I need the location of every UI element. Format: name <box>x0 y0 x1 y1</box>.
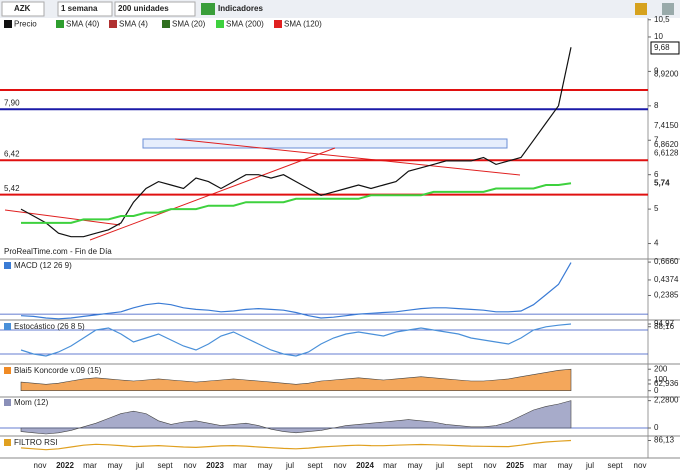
legend-label: SMA (40) <box>66 20 100 29</box>
units[interactable]: 200 unidades <box>118 4 169 13</box>
y-tick-label: 7 <box>654 135 659 144</box>
panel-icon <box>4 367 11 374</box>
legend-swatch <box>56 20 64 28</box>
period[interactable]: 1 semana <box>61 4 98 13</box>
y-tick-label: 0 <box>654 386 659 395</box>
x-tick-label: mar <box>533 461 547 470</box>
panel-icon <box>4 439 11 446</box>
x-tick-label: nov <box>184 461 197 470</box>
alert-icon[interactable] <box>635 3 647 15</box>
x-tick-label: sept <box>607 461 623 470</box>
x-tick-label: mar <box>233 461 247 470</box>
y-tick-label: 0,2385 <box>654 291 679 300</box>
symbol[interactable]: AZK <box>14 4 31 13</box>
x-tick-label: may <box>257 461 272 470</box>
panel-title: Estocástico (26 8 5) <box>14 322 85 331</box>
y-tick-label: 200 <box>654 364 668 373</box>
y-tick-label: 0,6660 <box>654 257 679 266</box>
indicators[interactable]: Indicadores <box>218 4 263 13</box>
x-tick-label: nov <box>484 461 497 470</box>
y-tick-label: 88,16 <box>654 322 675 331</box>
y-tick-label: 86,13 <box>654 436 675 445</box>
indicator-area <box>20 368 572 392</box>
trendline <box>174 138 521 176</box>
zone-rect <box>142 138 508 149</box>
legend-label: SMA (20) <box>172 20 206 29</box>
level-label: 5,42 <box>4 184 20 193</box>
x-tick-label: sept <box>157 461 173 470</box>
series-line <box>20 47 572 238</box>
x-tick-label: may <box>557 461 572 470</box>
indicators-icon[interactable] <box>201 3 215 15</box>
legend-label: SMA (200) <box>226 20 264 29</box>
x-tick-label: nov <box>334 461 347 470</box>
indicator-line <box>20 323 572 357</box>
price-box <box>650 41 680 55</box>
units-box[interactable] <box>114 1 196 17</box>
x-tick-label: may <box>407 461 422 470</box>
x-tick-label: mar <box>383 461 397 470</box>
y-tick-label: 94,97 <box>654 319 675 328</box>
x-tick-label: mar <box>83 461 97 470</box>
price-label: 8,9200 <box>654 69 679 78</box>
price-label: 5,74 <box>654 179 670 188</box>
legend-swatch <box>162 20 170 28</box>
legend-label: SMA (120) <box>284 20 322 29</box>
period-box[interactable] <box>57 1 113 17</box>
y-tick-label: 5 <box>654 204 659 213</box>
y-tick-label: 10,5 <box>654 15 670 24</box>
indicator-area <box>20 400 572 435</box>
x-tick-label: nov <box>34 461 47 470</box>
panel-icon <box>4 323 11 330</box>
x-tick-label: sept <box>307 461 323 470</box>
level-label: 7,90 <box>4 98 20 107</box>
indicator-line <box>20 439 572 451</box>
y-tick-label: 0,4374 <box>654 275 679 284</box>
x-tick-label: nov <box>634 461 647 470</box>
x-tick-label: 2025 <box>506 461 524 470</box>
y-tick-label: 4 <box>654 239 659 248</box>
legend-swatch <box>109 20 117 28</box>
price-label: 6,8620 <box>654 140 679 149</box>
x-tick-label: 2023 <box>206 461 224 470</box>
price-label: 9,68 <box>654 43 670 52</box>
y-tick-label: 2,2800 <box>654 396 679 405</box>
panel-icon <box>4 262 11 269</box>
settings-icon[interactable] <box>662 3 674 15</box>
series-line <box>21 182 572 224</box>
y-tick-label: 10 <box>654 32 663 41</box>
panel-title: Mom (12) <box>14 398 49 407</box>
y-tick-label: 0 <box>654 423 659 432</box>
x-tick-label: 2024 <box>356 461 374 470</box>
legend-swatch <box>216 20 224 28</box>
y-tick-label: 62,936 <box>654 379 679 388</box>
panel-title: MACD (12 26 9) <box>14 261 72 270</box>
level-label: 6,42 <box>4 149 20 158</box>
y-tick-label: 8 <box>654 101 659 110</box>
indicator-line <box>20 262 572 320</box>
legend-label: SMA (4) <box>119 20 148 29</box>
x-tick-label: 2022 <box>56 461 74 470</box>
legend-swatch <box>4 20 12 28</box>
x-tick-label: may <box>107 461 122 470</box>
panel-title: FILTRO RSI <box>14 438 57 447</box>
panel-title: Blai5 Koncorde v.09 (15) <box>14 366 102 375</box>
symbol-box[interactable] <box>1 1 45 17</box>
x-tick-label: jul <box>285 461 294 470</box>
x-tick-label: jul <box>435 461 444 470</box>
y-tick-label: 6 <box>654 170 659 179</box>
legend-label: Precio <box>14 20 37 29</box>
legend-swatch <box>274 20 282 28</box>
x-tick-label: sept <box>457 461 473 470</box>
x-tick-label: jul <box>135 461 144 470</box>
x-tick-label: jul <box>585 461 594 470</box>
y-tick-label: 9 <box>654 67 659 76</box>
y-tick-label: 100 <box>654 375 668 384</box>
trendline <box>4 209 121 226</box>
price-label: 7,4150 <box>654 121 679 130</box>
panel-icon <box>4 399 11 406</box>
price-label: 6,6128 <box>654 149 679 158</box>
source: ProRealTime.com - Fin de Día <box>4 247 112 256</box>
